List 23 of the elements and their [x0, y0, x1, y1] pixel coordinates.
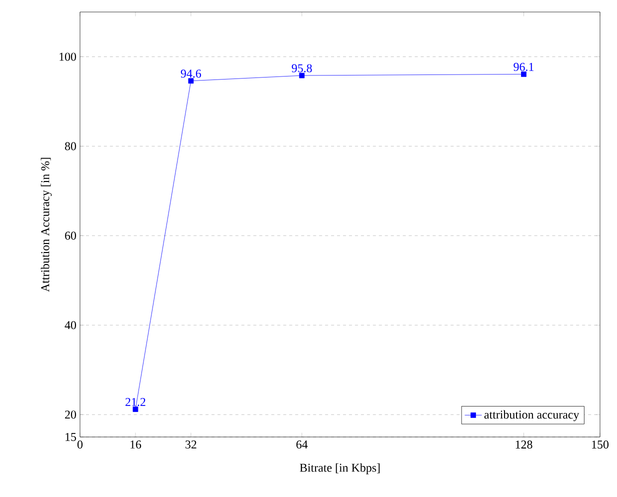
data-label: 21.2: [126, 398, 146, 406]
data-label: 96.1: [514, 62, 534, 71]
point: [521, 71, 526, 77]
data-label: 95.8: [292, 64, 312, 72]
y-tick-label: 40: [64, 321, 76, 330]
x-tick-label: 32: [186, 440, 196, 449]
data-label: 94.6: [180, 70, 202, 78]
y-tick-label: 15: [66, 432, 76, 441]
y-tick-label: 20: [65, 410, 76, 419]
y-tick-label: 60: [65, 232, 76, 240]
x-tick-label: 150: [592, 440, 609, 449]
legend-label: attribution accuracy: [484, 410, 580, 422]
x-tick-label: 16: [130, 440, 142, 449]
y-tick-label: 80: [64, 142, 76, 150]
x-axis-title: Bitrate [in Kbps]: [300, 463, 380, 474]
x-tick-label: 64: [296, 440, 308, 449]
x-tick-label: 128: [516, 440, 532, 449]
point: [299, 72, 305, 78]
y-tick-label: 100: [60, 52, 76, 61]
x-tick-label: 0: [77, 440, 83, 449]
point: [188, 78, 194, 84]
point: [132, 406, 138, 412]
y-axis-title: Attribution Accuracy [in %]: [40, 158, 52, 292]
